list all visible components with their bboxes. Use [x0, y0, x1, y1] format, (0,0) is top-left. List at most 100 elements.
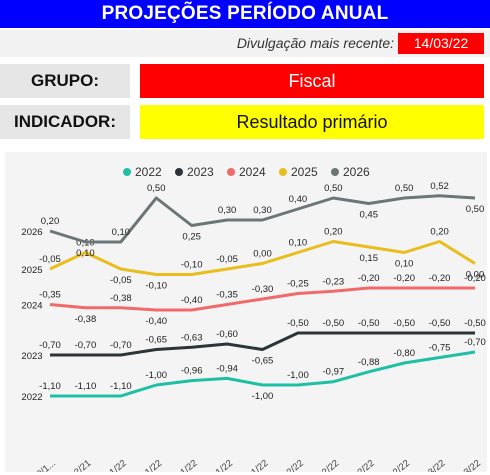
legend-marker-2023: [175, 168, 183, 176]
x-tick-0: 20/1...: [31, 458, 58, 472]
data-label-2024-8: -0,23: [323, 276, 345, 287]
data-label-2023-11: -0,50: [429, 318, 451, 329]
data-label-2024-3: -0,40: [145, 316, 167, 327]
series-line-2024: [49, 286, 475, 312]
data-label-2025-7: 0,10: [289, 238, 308, 249]
data-label-2024-1: -0,38: [75, 314, 97, 325]
series-line-2022: [50, 350, 476, 398]
data-label-2023-4: -0,63: [181, 332, 203, 343]
data-label-2023-10: -0,50: [393, 318, 415, 329]
data-label-2025-3: -0,10: [145, 281, 167, 292]
data-label-2026-10: 0,50: [395, 183, 414, 194]
data-label-2024-4: -0,40: [181, 295, 203, 306]
data-label-2022-2: -1,10: [110, 381, 132, 392]
x-tick-8: 14/02/22: [306, 458, 341, 472]
data-label-2022-10: -0,80: [393, 348, 415, 359]
series-line-2025: [49, 240, 476, 276]
data-label-2023-1: -0,70: [75, 340, 97, 351]
indicator-value[interactable]: Resultado primário: [140, 105, 484, 139]
data-label-2022-9: -0,88: [358, 357, 380, 368]
indicator-label: INDICADOR:: [0, 105, 130, 139]
x-tick-2: 03/01/22: [93, 458, 128, 472]
row-label-2022: 2022: [21, 392, 42, 403]
data-label-2026-5: 0,30: [218, 205, 237, 216]
data-label-2023-0: -0,70: [39, 340, 61, 351]
data-label-2022-7: -1,00: [287, 370, 309, 381]
data-label-2025-8: 0,20: [324, 227, 343, 238]
data-label-2022-0: -1,10: [39, 381, 61, 392]
x-tick-9: 21/02/22: [341, 458, 376, 472]
x-tick-4: 17/01/22: [164, 458, 199, 472]
data-label-2025-4: -0,10: [181, 260, 203, 271]
x-tick-12: 14/03/22: [448, 458, 483, 472]
data-label-2025-5: -0,05: [216, 254, 238, 265]
data-label-2022-1: -1,10: [75, 381, 97, 392]
data-label-2026-2: 0,10: [112, 227, 131, 238]
data-label-2024-9: -0,20: [358, 273, 380, 284]
legend-marker-2025: [279, 168, 287, 176]
data-label-2026-0: 0,20: [41, 216, 60, 227]
data-label-2024-11: -0,20: [429, 273, 451, 284]
data-label-2023-5: -0,60: [216, 329, 238, 340]
publication-row: Divulgação mais recente: 14/03/22: [0, 30, 490, 57]
data-label-2023-8: -0,50: [323, 318, 345, 329]
data-label-2024-6: -0,30: [252, 284, 274, 295]
data-label-2026-8: 0,50: [324, 183, 343, 194]
data-label-2024-2: -0,38: [110, 293, 132, 304]
x-tick-6: 31/01/22: [235, 458, 270, 472]
data-label-2025-0: -0,05: [39, 254, 61, 265]
data-label-2025-11: 0,20: [430, 227, 449, 238]
data-label-2025-2: -0,05: [110, 275, 132, 286]
x-tick-5: 24/01/22: [200, 458, 235, 472]
legend-marker-2024: [227, 168, 235, 176]
group-value[interactable]: Fiscal: [140, 64, 484, 98]
data-label-2023-3: -0,65: [145, 335, 167, 346]
data-label-2026-3: 0,50: [147, 183, 166, 194]
publication-label: Divulgação mais recente:: [236, 35, 394, 51]
group-label: GRUPO:: [0, 64, 130, 98]
data-label-2025-6: 0,00: [253, 249, 272, 260]
data-label-2022-5: -0,94: [216, 363, 238, 374]
data-label-2023-9: -0,50: [358, 318, 380, 329]
data-label-2023-2: -0,70: [110, 340, 132, 351]
data-label-2022-12: -0,70: [464, 337, 486, 348]
page-title: PROJEÇÕES PERÍODO ANUAL: [0, 0, 490, 28]
data-label-2022-11: -0,75: [429, 343, 451, 354]
data-label-2026-12: 0,50: [466, 204, 485, 215]
legend-marker-2026: [331, 168, 339, 176]
data-label-2026-11: 0,52: [430, 181, 449, 192]
data-label-2025-9: 0,15: [360, 253, 379, 264]
legend-label-2024: 2024: [239, 165, 266, 179]
data-label-2024-7: -0,25: [287, 279, 309, 290]
data-label-2026-9: 0,45: [360, 210, 379, 221]
x-tick-7: 07/02/22: [270, 458, 305, 472]
data-label-2024-5: -0,35: [216, 290, 238, 301]
data-label-2023-12: -0,50: [464, 318, 486, 329]
row-label-2026: 2026: [21, 227, 42, 238]
data-label-2022-6: -1,00: [252, 391, 274, 402]
data-label-2026-7: 0,40: [289, 194, 308, 205]
legend-label-2023: 2023: [187, 165, 214, 179]
x-tick-11: 07/03/22: [412, 458, 447, 472]
legend-marker-2022: [123, 168, 131, 176]
chart-area: 2022 2023 2024 2025 2026 2022 -1,10 -1,10 -1,10-…: [5, 152, 487, 472]
data-label-2022-3: -1,00: [145, 370, 167, 381]
data-label-2026-6: 0,30: [253, 205, 272, 216]
data-label-2023-7: -0,50: [287, 318, 309, 329]
data-label-2022-4: -0,96: [181, 366, 203, 377]
data-label-2025-10: 0,10: [395, 259, 414, 270]
data-label-2023-6: -0,65: [252, 356, 274, 367]
row-label-2024: 2024: [21, 301, 42, 312]
data-label-2024-0: -0,35: [39, 290, 61, 301]
x-tick-1: 27/12/21: [58, 458, 93, 472]
series-line-2026: [49, 194, 476, 244]
publication-date: 14/03/22: [398, 33, 484, 54]
data-label-2025-12: 0,00: [466, 270, 485, 281]
data-label-2024-12: -0,20: [464, 273, 486, 284]
data-label-2026-1: 0,10: [76, 248, 95, 259]
row-label-2023: 2023: [21, 351, 42, 362]
legend-label-2026: 2026: [343, 165, 370, 179]
x-tick-3: 10/01/22: [129, 458, 164, 472]
data-label-2026-4: 0,25: [182, 232, 201, 243]
x-tick-10: 28/02/22: [377, 458, 412, 472]
